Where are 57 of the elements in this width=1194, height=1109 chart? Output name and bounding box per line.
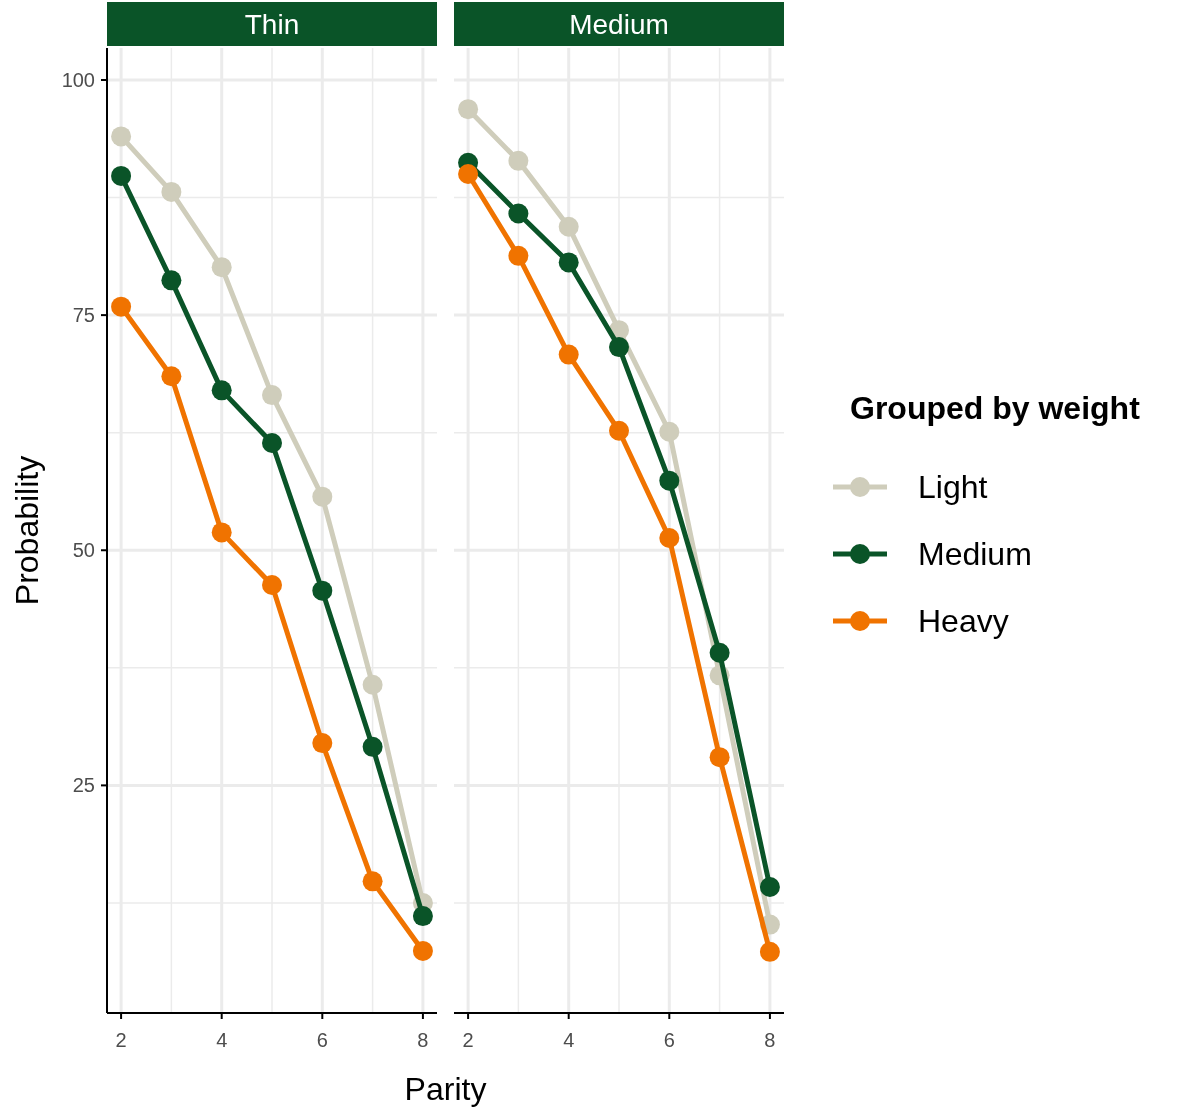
point	[508, 245, 529, 266]
point	[558, 252, 579, 273]
y-axis-title: Probability	[9, 455, 45, 606]
point	[759, 941, 780, 962]
y-tick-label: 75	[72, 304, 95, 327]
point	[111, 165, 132, 186]
point	[161, 366, 182, 387]
x-axis-title: Parity	[404, 1071, 487, 1107]
point	[759, 876, 780, 897]
legend-title: Grouped by weight	[850, 390, 1141, 426]
point	[412, 940, 433, 961]
point	[709, 747, 730, 768]
point	[558, 216, 579, 237]
point	[508, 150, 529, 171]
point	[412, 906, 433, 927]
x-tick-label: 8	[417, 1029, 429, 1051]
x-tick-label: 2	[115, 1029, 127, 1051]
x-tick-label: 2	[462, 1029, 474, 1051]
point	[362, 674, 383, 695]
point	[211, 522, 232, 543]
x-tick-label: 8	[764, 1029, 776, 1051]
point	[161, 181, 182, 202]
point	[659, 421, 680, 442]
point	[609, 337, 629, 358]
x-tick-label: 6	[316, 1029, 328, 1051]
y-tick-label: 50	[72, 539, 95, 562]
point	[111, 126, 132, 147]
point	[111, 296, 132, 317]
point	[362, 736, 383, 757]
x-tick-label: 4	[563, 1029, 575, 1051]
x-tick-label: 4	[216, 1029, 228, 1051]
point	[458, 99, 479, 120]
point	[211, 257, 232, 278]
point	[508, 203, 529, 224]
chart-title: Thin	[244, 9, 300, 40]
point	[262, 433, 282, 454]
chart-title: Medium	[569, 9, 669, 40]
point	[659, 528, 680, 549]
point	[161, 270, 182, 291]
point	[211, 380, 232, 401]
point	[312, 733, 333, 754]
legend-label: Light	[918, 469, 988, 505]
point	[558, 344, 579, 365]
legend-label: Heavy	[918, 603, 1009, 639]
point	[709, 642, 730, 663]
y-tick-label: 100	[61, 68, 95, 91]
point	[458, 164, 479, 185]
point	[312, 580, 333, 601]
point	[362, 871, 383, 892]
y-tick-label: 25	[72, 774, 95, 797]
point	[659, 470, 680, 491]
x-tick-label: 6	[663, 1029, 675, 1051]
point	[262, 385, 282, 406]
point	[262, 575, 282, 596]
point	[609, 420, 629, 441]
point	[312, 486, 333, 507]
legend-label: Medium	[918, 536, 1032, 572]
